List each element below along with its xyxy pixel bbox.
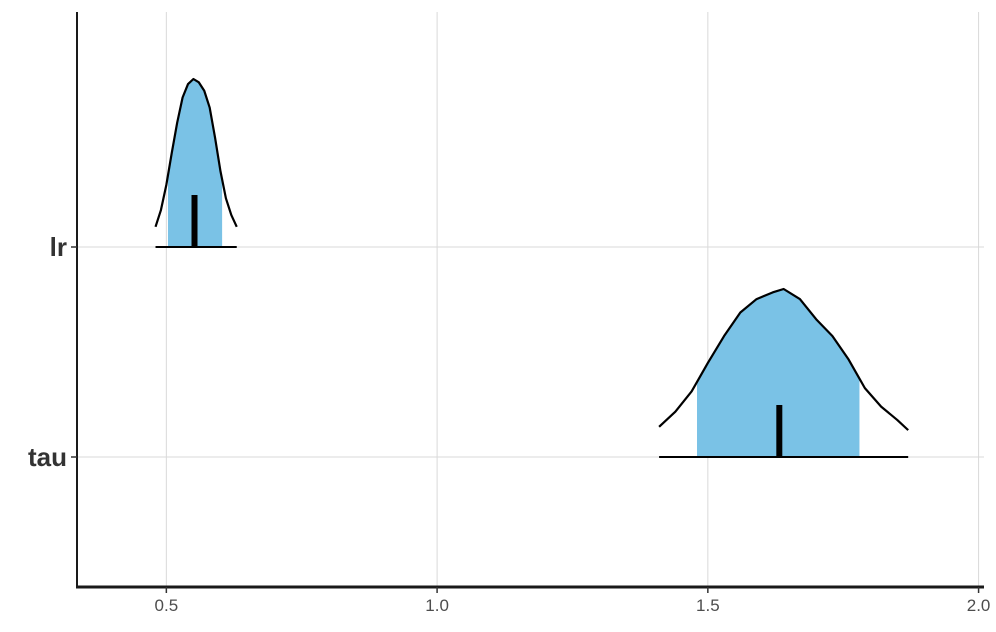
x-tick-label-1: 1.0 [425,596,449,615]
x-tick-label-3: 2.0 [967,596,991,615]
y-tick-label-lr: lr [50,232,67,262]
density-area-tau [697,289,860,457]
density-area-lr [167,79,223,247]
density-curve-lr [154,77,238,228]
y-tick-label-tau: tau [28,442,67,472]
x-tick-label-0: 0.5 [155,596,179,615]
density-curve-tau [658,287,909,431]
x-tick-label-2: 1.5 [696,596,720,615]
